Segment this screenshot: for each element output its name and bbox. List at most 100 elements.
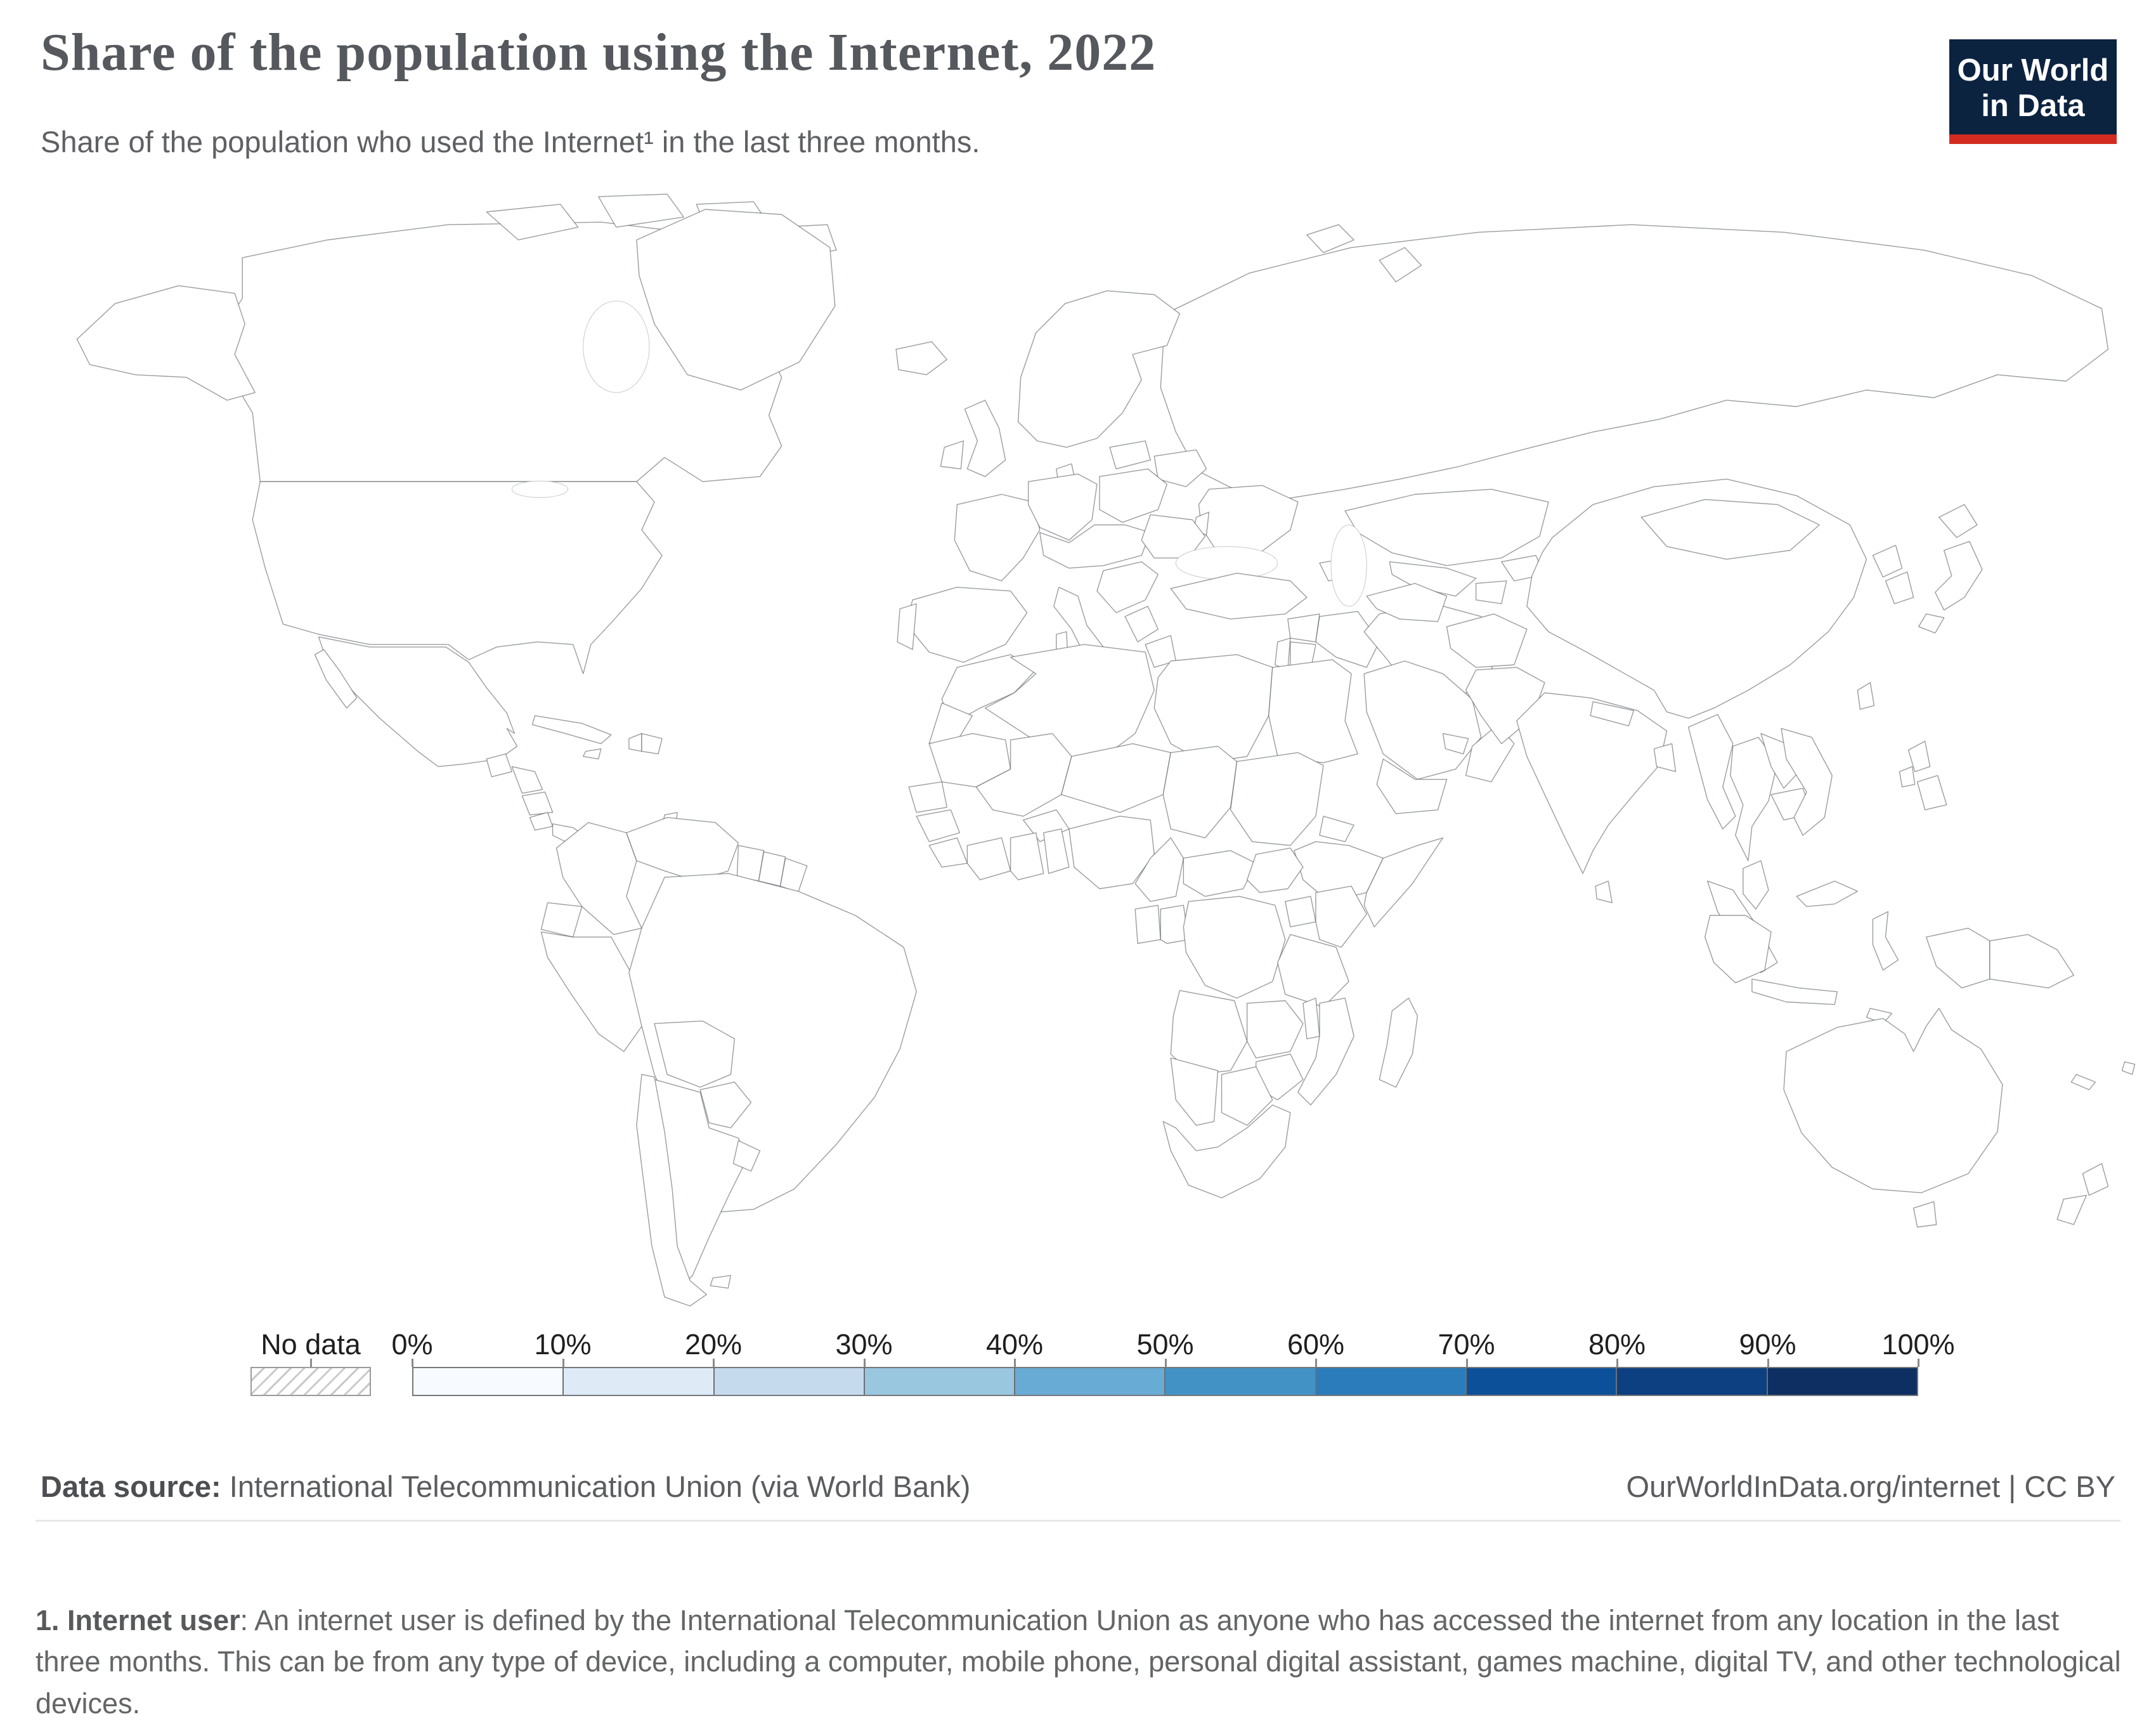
country-ireland[interactable] xyxy=(940,440,964,469)
country-madagascar[interactable] xyxy=(1379,997,1419,1088)
country-fiji[interactable] xyxy=(2121,1061,2136,1075)
country-south-sudan[interactable] xyxy=(1246,847,1304,893)
country-botswana[interactable] xyxy=(1221,1066,1273,1126)
country-germany[interactable] xyxy=(1027,473,1098,541)
country-malaysia-borneo[interactable] xyxy=(1796,880,1859,907)
country-egypt[interactable] xyxy=(1268,659,1358,764)
country-sudan[interactable] xyxy=(1230,752,1324,846)
country-south-korea[interactable] xyxy=(1885,571,1914,604)
country-russia-novaya-zemlya[interactable] xyxy=(1379,247,1422,283)
country-japan-honshu[interactable] xyxy=(1934,540,1983,611)
country-south-africa[interactable] xyxy=(1162,1104,1291,1199)
country-cuba[interactable] xyxy=(531,715,612,745)
country-ivory-coast[interactable] xyxy=(966,837,1011,880)
country-uae[interactable] xyxy=(1442,733,1469,755)
country-canada-arctic-2[interactable] xyxy=(598,193,684,228)
country-bolivia[interactable] xyxy=(654,1021,736,1088)
country-mexico-baja[interactable] xyxy=(314,649,358,709)
country-mali[interactable] xyxy=(975,733,1072,817)
country-iceland[interactable] xyxy=(895,341,948,375)
country-car[interactable] xyxy=(1183,850,1257,897)
country-malaysia-peninsula[interactable] xyxy=(1743,860,1769,910)
country-myanmar[interactable] xyxy=(1687,714,1736,830)
country-tajikistan[interactable] xyxy=(1475,580,1507,604)
country-venezuela[interactable] xyxy=(626,817,739,882)
country-sierra-leone[interactable] xyxy=(928,837,968,868)
country-iraq[interactable] xyxy=(1315,611,1380,668)
country-mongolia[interactable] xyxy=(1640,499,1820,560)
country-japan-kyushu[interactable] xyxy=(1918,613,1945,634)
country-paraguay[interactable] xyxy=(699,1081,752,1128)
country-vietnam[interactable] xyxy=(1781,728,1833,836)
country-poland[interactable] xyxy=(1099,468,1167,523)
country-cameroon[interactable] xyxy=(1134,837,1185,902)
country-belarus[interactable] xyxy=(1153,449,1207,488)
country-japan-hokkaido[interactable] xyxy=(1938,504,1978,539)
country-guatemala[interactable] xyxy=(486,753,513,778)
country-alaska[interactable] xyxy=(76,285,256,401)
country-uganda[interactable] xyxy=(1285,896,1316,928)
country-united-kingdom[interactable] xyxy=(964,400,1006,478)
country-taiwan[interactable] xyxy=(1857,682,1875,710)
country-drc[interactable] xyxy=(1183,896,1286,999)
country-turkmenistan[interactable] xyxy=(1366,583,1448,622)
country-chad[interactable] xyxy=(1162,745,1238,839)
country-new-caledonia[interactable] xyxy=(2070,1074,2096,1090)
country-united-states[interactable] xyxy=(252,481,663,674)
country-ecuador[interactable] xyxy=(540,902,583,938)
country-kenya[interactable] xyxy=(1315,885,1367,948)
country-nepal[interactable] xyxy=(1590,701,1635,727)
country-senegal[interactable] xyxy=(908,781,948,813)
country-russia[interactable] xyxy=(1160,224,2109,500)
country-north-korea[interactable] xyxy=(1872,544,1903,578)
country-eritrea[interactable] xyxy=(1319,816,1354,842)
country-nicaragua[interactable] xyxy=(521,791,554,816)
country-benin[interactable] xyxy=(1043,828,1070,874)
country-indonesia-java[interactable] xyxy=(1751,978,1838,1005)
country-chile[interactable] xyxy=(636,1074,707,1307)
country-philippines-luzon[interactable] xyxy=(1907,740,1931,773)
country-ukraine[interactable] xyxy=(1198,485,1299,554)
country-dominican-republic[interactable] xyxy=(641,733,663,755)
country-sri-lanka[interactable] xyxy=(1595,880,1613,903)
country-bangladesh[interactable] xyxy=(1653,743,1677,773)
country-mexico[interactable] xyxy=(318,636,518,767)
legend-no-data-swatch[interactable] xyxy=(250,1367,371,1396)
country-falklands[interactable] xyxy=(710,1275,732,1289)
country-australia-tasmania[interactable] xyxy=(1912,1201,1937,1228)
country-greenland[interactable] xyxy=(636,209,836,391)
country-namibia[interactable] xyxy=(1170,1057,1219,1126)
country-uzbekistan[interactable] xyxy=(1389,561,1477,597)
country-pakistan[interactable] xyxy=(1465,667,1545,745)
country-australia[interactable] xyxy=(1783,1007,2003,1194)
country-balkans[interactable] xyxy=(1096,561,1159,613)
country-jamaica[interactable] xyxy=(582,748,602,760)
country-guinea[interactable] xyxy=(916,809,961,842)
country-afghanistan[interactable] xyxy=(1446,613,1528,668)
country-portugal[interactable] xyxy=(897,603,917,650)
country-turkey[interactable] xyxy=(1170,573,1308,620)
country-philippines-mindanao[interactable] xyxy=(1916,774,1947,811)
country-new-zealand-north[interactable] xyxy=(2082,1163,2109,1196)
country-spain[interactable] xyxy=(906,587,1028,663)
country-uruguay[interactable] xyxy=(732,1140,761,1172)
country-zambia[interactable] xyxy=(1246,1000,1304,1059)
country-philippines-visayas[interactable] xyxy=(1899,766,1916,788)
country-gabon[interactable] xyxy=(1134,904,1161,944)
country-indonesia-kalimantan[interactable] xyxy=(1704,915,1772,984)
country-syria[interactable] xyxy=(1287,613,1320,643)
country-congo[interactable] xyxy=(1160,904,1190,944)
country-new-zealand-south[interactable] xyxy=(2056,1194,2088,1225)
country-indonesia-papua[interactable] xyxy=(1925,927,1990,989)
country-svalbard[interactable] xyxy=(1306,224,1354,254)
country-peru[interactable] xyxy=(540,931,646,1052)
country-greece[interactable] xyxy=(1124,606,1159,643)
country-baltics[interactable] xyxy=(1109,440,1151,469)
country-france[interactable] xyxy=(954,493,1041,582)
country-laos[interactable] xyxy=(1760,733,1800,789)
country-india[interactable] xyxy=(1516,692,1668,874)
owid-logo[interactable]: Our World in Data xyxy=(1949,39,2117,144)
country-indonesia-sulawesi[interactable] xyxy=(1872,911,1899,971)
country-ghana[interactable] xyxy=(1010,832,1044,880)
country-scandinavia[interactable] xyxy=(1017,290,1181,448)
